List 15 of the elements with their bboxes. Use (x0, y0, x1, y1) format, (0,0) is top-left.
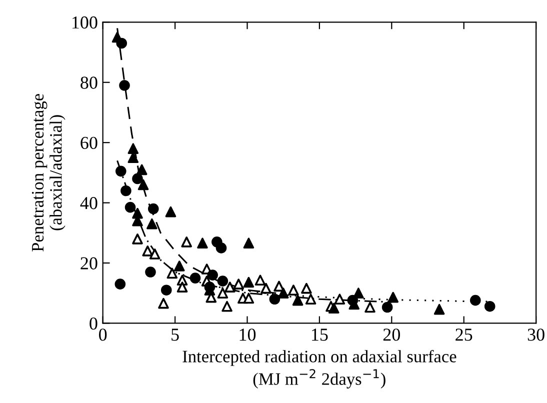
y-tick-label: 80 (80, 76, 98, 89)
y-tick-label: 40 (80, 197, 98, 210)
x-tick-label: 5 (172, 328, 179, 341)
y-tick-label: 20 (80, 257, 98, 270)
y-tick-label: 0 (90, 317, 98, 330)
x-tick-label: 15 (312, 328, 328, 341)
x-tick-label: 25 (456, 328, 472, 341)
x-tick-label: 0 (99, 328, 107, 341)
y-axis-title: Penetration percentage (abaxial/adaxial) (32, 94, 66, 252)
y-tick-label: 60 (80, 136, 98, 150)
x-axis-title: Intercepted radiation on adaxial surface (MJ m$^{−2}$ 2days$^{−1}$) (182, 350, 456, 388)
x-tick-label: 30 (528, 328, 544, 341)
y-tick-label: 100 (72, 16, 98, 29)
x-tick-label: 20 (383, 328, 400, 341)
x-tick-label: 10 (240, 328, 256, 341)
